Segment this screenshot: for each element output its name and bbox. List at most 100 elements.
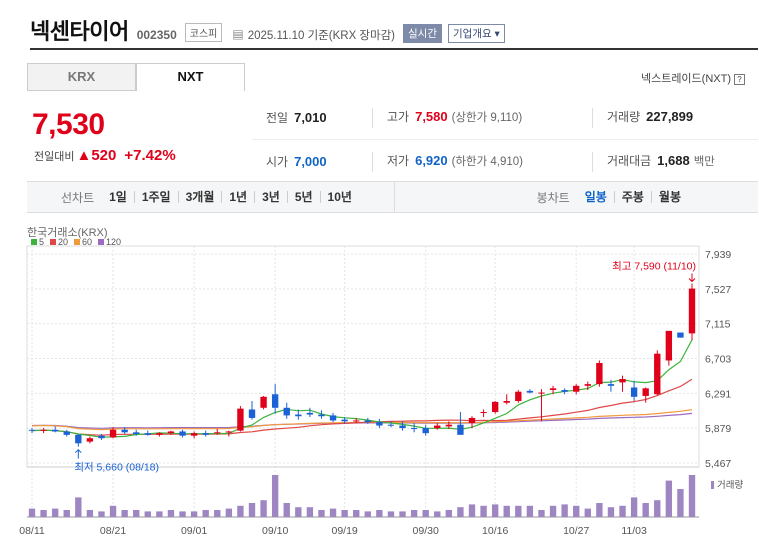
period-3y[interactable]: 3년 [254, 191, 287, 203]
y-tick-label: 6,291 [705, 388, 731, 400]
candle-body [515, 391, 522, 402]
candle-body [98, 435, 105, 439]
candle-body [179, 431, 186, 436]
candle-monthly[interactable]: 월봉 [650, 191, 688, 203]
price-change: 전일대비 ▲520 +7.42% [34, 147, 176, 164]
high-cell: 고가 7,580 (상한가 9,110) [372, 107, 592, 128]
volume-value: 227,899 [646, 108, 694, 124]
lower-limit: (하한가 4,910) [451, 155, 524, 168]
open-cell: 시가 7,000 [252, 153, 372, 170]
company-info-dropdown[interactable]: 기업개요 ▾ [448, 24, 505, 43]
volume-bar [538, 510, 545, 517]
candle-body [144, 433, 151, 435]
period-3m[interactable]: 3개월 [177, 191, 222, 203]
volume-bar [167, 510, 175, 517]
y-tick-label: 7,115 [705, 319, 731, 331]
realtime-button[interactable]: 실시간 [403, 24, 442, 43]
candle-body [445, 424, 453, 427]
quote-grid: 전일 7,010 고가 7,580 (상한가 9,110) 거래량 227,89… [252, 96, 758, 184]
prev-close-value: 7,010 [294, 110, 327, 125]
volume-bar [387, 511, 395, 517]
volume-bar [491, 504, 499, 517]
low-value: 6,920 [415, 152, 448, 168]
chart-source: 한국거래소(KRX) [27, 227, 108, 239]
chart-toolbar: 선차트 1일 1주일 3개월 1년 3년 5년 10년 봉차트 일봉 주봉 월봉 [27, 181, 758, 213]
volume-bar [503, 505, 510, 517]
nextrade-link[interactable]: 넥스트레이드(NXT)? [641, 70, 745, 86]
candle-body [503, 401, 510, 403]
prev-close-label: 전일 [266, 111, 289, 125]
candle-body [434, 425, 441, 429]
candle-body [364, 420, 371, 423]
volume-bar [144, 511, 151, 517]
low-arrow-icon [74, 448, 82, 459]
candle-body [167, 431, 175, 434]
tab-krx[interactable]: KRX [27, 63, 136, 91]
help-icon[interactable]: ? [734, 74, 745, 85]
volume-bar [190, 511, 198, 517]
candle-body [28, 429, 36, 431]
candle-body [190, 433, 198, 436]
y-tick-label: 7,939 [705, 249, 731, 261]
quote-row: 전일 7,010 고가 7,580 (상한가 9,110) 거래량 227,89… [252, 96, 758, 140]
candle-body [202, 433, 209, 435]
period-10y[interactable]: 10년 [319, 191, 359, 203]
candle-body [306, 412, 314, 415]
candle-body [376, 422, 383, 426]
candle-chart-periods: 봉차트 일봉 주봉 월봉 [395, 182, 758, 212]
volume-bar [51, 508, 59, 517]
candle-body [271, 394, 279, 408]
ma-legend-item: 5 [31, 237, 44, 247]
volume-bar [353, 510, 360, 517]
prev-close-cell: 전일 7,010 [252, 109, 372, 126]
volume-bar [654, 500, 661, 517]
candle-body [422, 428, 429, 434]
volume-bar [607, 507, 615, 517]
period-1w[interactable]: 1주일 [133, 191, 178, 203]
volume-bar [214, 510, 221, 517]
base-date: 2025.11.10 기준(KRX 장마감) [247, 30, 396, 42]
volume-bar [63, 510, 70, 517]
trade-value-unit: 백만 [693, 155, 715, 168]
y-tick-label: 7,527 [705, 284, 731, 296]
candle-body [40, 429, 47, 431]
volume-bar [445, 510, 453, 517]
candle-weekly[interactable]: 주봉 [613, 191, 651, 203]
open-value: 7,000 [294, 154, 327, 169]
volume-bar [422, 510, 429, 517]
candle-body [86, 438, 94, 442]
line-chart-label: 선차트 [61, 190, 95, 205]
candle-body [549, 388, 557, 391]
candle-body [410, 428, 418, 430]
candle-body [688, 288, 696, 334]
stock-code: 002350 [136, 28, 177, 42]
volume-bar [260, 500, 267, 517]
volume-bar [271, 475, 279, 517]
tab-nxt[interactable]: NXT [136, 63, 245, 91]
candle-body [596, 362, 603, 385]
candle-body [156, 433, 163, 435]
period-1d[interactable]: 1일 [109, 190, 127, 204]
volume-bar [28, 508, 36, 517]
calendar-icon: ▤ [232, 27, 244, 41]
ma5-line [31, 339, 693, 438]
period-1y[interactable]: 1년 [221, 191, 254, 203]
candlestick-chart[interactable]: 5,467 5,879 6,291 6,703 7,115 7,527 7,939 08/11… [0, 222, 759, 554]
period-5y[interactable]: 5년 [286, 191, 320, 203]
candle-body [677, 332, 684, 338]
x-tick-label: 08/11 [19, 525, 45, 537]
volume-bar [179, 511, 186, 517]
candle-body [133, 432, 140, 435]
y-tick-label: 5,879 [705, 423, 731, 435]
volume-bar [329, 508, 337, 517]
open-label: 시가 [266, 155, 289, 169]
candle-daily[interactable]: 일봉 [584, 190, 607, 204]
ma120-line [31, 412, 693, 429]
candle-body [248, 409, 256, 418]
volume-bar [237, 505, 244, 517]
candle-body [329, 415, 337, 421]
high-value: 7,580 [415, 108, 448, 124]
candle-body [480, 412, 487, 414]
volume-bar [665, 480, 673, 517]
volume-bar [318, 510, 325, 517]
